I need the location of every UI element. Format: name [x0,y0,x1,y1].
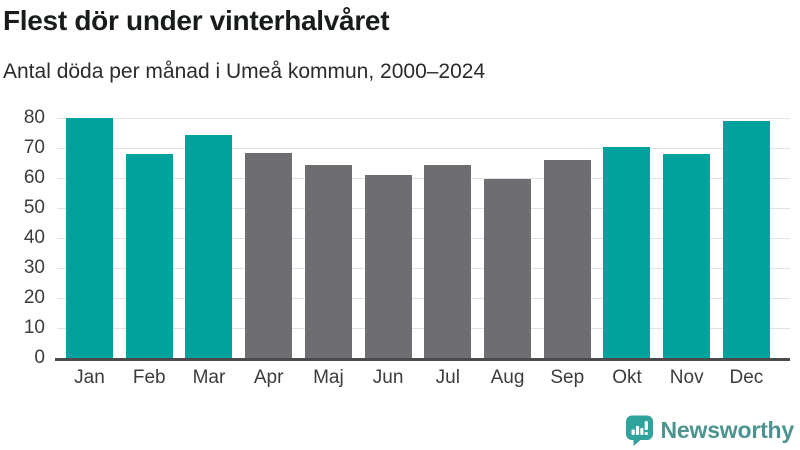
y-tick-label-0: 0 [34,347,45,368]
x-tick-label-jul: Jul [435,367,460,388]
gridline-30 [57,267,790,269]
gridline-10 [57,327,790,329]
y-tick-label-20: 20 [23,287,45,308]
y-tick-label-80: 80 [23,107,45,128]
x-tick-label-mar: Mar [192,367,226,388]
bar-mar [185,134,233,358]
y-tick-label-50: 50 [23,197,45,218]
chart-subtitle: Antal döda per månad i Umeå kommun, 2000… [3,60,486,83]
gridline-40 [57,237,790,239]
bar-feb [125,154,173,358]
bar-apr [245,153,293,358]
newsworthy-speech-bubble-bar-chart-icon [625,415,653,446]
speech-bubble-shape [625,415,653,446]
y-tick-label-40: 40 [23,227,45,248]
y-tick-label-60: 60 [23,167,45,188]
gridline-80 [57,117,790,119]
x-tick-label-dec: Dec [729,367,764,388]
bar-aug [484,178,532,358]
x-tick-label-jan: Jan [74,367,105,388]
x-tick-label-sep: Sep [550,367,585,388]
chart-title: Flest dör under vinterhalvåret [3,5,390,36]
y-tick-label-10: 10 [23,317,45,338]
y-tick-label-30: 30 [23,257,45,278]
y-tick-label-70: 70 [23,137,45,158]
gridline-20 [57,297,790,299]
plot-area [55,117,790,361]
bar-jan [66,118,113,358]
gridline-50 [57,207,790,209]
bar-dec [722,121,770,358]
brand-name: Newsworthy [660,417,795,443]
bar-nov [663,154,711,358]
gridline-60 [57,177,790,179]
bar-jun [364,175,412,358]
gridline-70 [57,147,790,149]
x-axis-line [55,358,790,361]
x-tick-label-jun: Jun [372,367,404,388]
bar-maj [304,165,352,358]
x-tick-label-nov: Nov [669,367,704,388]
x-tick-label-apr: Apr [253,367,284,388]
x-axis: Jan Feb Mar Apr Maj Jun Jul Aug Sep Okt Nov Dec [57,367,790,389]
y-axis: 0 10 20 30 40 50 60 70 80 [0,107,45,368]
bars [57,118,790,358]
x-tick-label-okt: Okt [612,367,642,388]
x-tick-label-feb: Feb [132,367,166,388]
bar-okt [603,146,651,358]
bar-jul [424,164,472,358]
bar-sep [543,160,591,358]
x-tick-label-aug: Aug [490,367,525,388]
brand-footer: Newsworthy [625,415,794,446]
x-tick-label-maj: Maj [313,367,344,388]
